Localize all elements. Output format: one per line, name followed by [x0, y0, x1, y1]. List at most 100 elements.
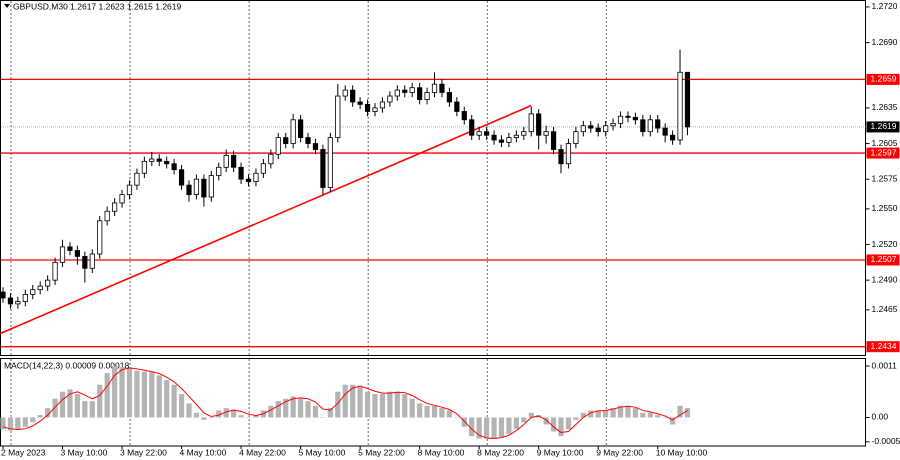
macd-bar — [439, 408, 445, 418]
macd-bar — [677, 405, 683, 418]
candle-body — [7, 297, 14, 305]
candle-body — [647, 119, 653, 133]
candle-body — [178, 169, 185, 186]
candle-body — [469, 119, 475, 136]
macd-bar — [357, 387, 363, 418]
current-price-box — [866, 121, 900, 133]
candle-body — [372, 107, 378, 112]
candle-body — [513, 134, 519, 139]
macd-bar — [342, 384, 348, 418]
macd-bar — [268, 405, 274, 418]
candle-body — [59, 246, 66, 263]
signal-line — [2, 367, 688, 440]
x-tick-label: 9 May 10:00 — [537, 447, 584, 457]
candle-body — [640, 119, 646, 133]
macd-bar — [491, 417, 497, 439]
macd-bar — [573, 417, 579, 420]
macd-bar — [647, 412, 653, 418]
macd-bar — [208, 417, 214, 418]
macd-bar — [670, 417, 676, 425]
candle-body — [558, 149, 564, 165]
macd-bar — [461, 417, 467, 427]
candle-body — [677, 71, 683, 141]
candle-body — [394, 89, 400, 97]
macd-bar — [595, 410, 601, 418]
candle-body — [417, 87, 423, 100]
macd-bar — [238, 415, 244, 418]
y-tick-label: 0.0011 — [872, 360, 898, 370]
y-tick-label: 1.2490 — [872, 274, 898, 284]
macd-bar — [655, 415, 661, 418]
y-tick-label: 0.00 — [872, 412, 889, 422]
macd-bar — [15, 417, 21, 430]
candle-body — [37, 285, 43, 291]
candle-body — [216, 166, 222, 177]
candle-body — [134, 172, 140, 186]
macd-bar — [476, 417, 482, 439]
candle-body — [30, 289, 36, 295]
y-tick-label: 1.2575 — [872, 173, 898, 183]
candle-body — [506, 137, 512, 143]
macd-bar — [617, 405, 624, 418]
macd-bar — [74, 394, 80, 418]
candle-body — [164, 160, 170, 165]
candle-body — [141, 160, 147, 174]
candle-body — [112, 202, 118, 212]
candle-body — [245, 178, 252, 182]
candle-body — [275, 137, 281, 155]
macd-bar — [431, 405, 438, 418]
y-tick-label: 1.2690 — [872, 37, 898, 47]
macd-bar — [201, 417, 207, 420]
macd-bar — [394, 391, 400, 418]
candle-body — [379, 101, 386, 109]
candle-body — [550, 131, 557, 150]
macd-bar — [149, 372, 155, 418]
level-label: 1.2434 — [871, 341, 897, 351]
candle-body — [565, 143, 572, 165]
level-label-box — [866, 73, 900, 85]
macd-bar — [580, 412, 586, 418]
macd-bar — [364, 391, 371, 418]
macd-bar — [528, 412, 534, 418]
macd-bar — [283, 398, 289, 418]
y-tick-label: 1.2465 — [872, 304, 898, 314]
candle-body — [342, 89, 348, 97]
level-label-box — [866, 341, 900, 353]
candle-body — [580, 125, 586, 133]
candle-body — [543, 131, 549, 136]
x-tick-label: 5 May 10:00 — [299, 447, 346, 457]
candle-body — [521, 131, 527, 136]
candle-body — [662, 127, 668, 136]
candle-body — [268, 153, 274, 165]
candle-body — [528, 113, 534, 133]
macd-bar — [469, 417, 475, 437]
macd-bar — [7, 417, 14, 431]
candle-body — [223, 155, 229, 168]
macd-bar — [275, 401, 281, 418]
candle-body — [387, 95, 393, 103]
candle-body — [498, 139, 505, 143]
candle-body — [186, 184, 192, 196]
candle-body — [603, 125, 609, 133]
candle-body — [119, 194, 125, 204]
macd-bar — [193, 412, 200, 418]
candle-body — [15, 301, 21, 305]
chart-title: GBPUSD,M30 1.2617 1.2623 1.2615 1.2619 — [13, 1, 182, 11]
candle-body — [610, 122, 616, 127]
macd-bar — [223, 408, 229, 418]
macd-bar — [550, 417, 557, 432]
menu-triangle — [4, 4, 10, 8]
macd-bar — [37, 415, 43, 418]
candle-body — [193, 178, 200, 196]
candle-body — [0, 291, 6, 299]
macd-bar — [513, 417, 519, 430]
macd-bar — [245, 417, 252, 418]
current-price-label: 1.2619 — [871, 121, 897, 131]
candle-body — [67, 246, 73, 251]
level-label: 1.2507 — [871, 254, 897, 264]
macd-bar — [521, 417, 527, 423]
candle-body — [439, 83, 445, 93]
macd-bar — [387, 391, 393, 418]
macd-bar — [640, 412, 646, 418]
x-tick-label: 10 May 10:00 — [656, 447, 708, 457]
